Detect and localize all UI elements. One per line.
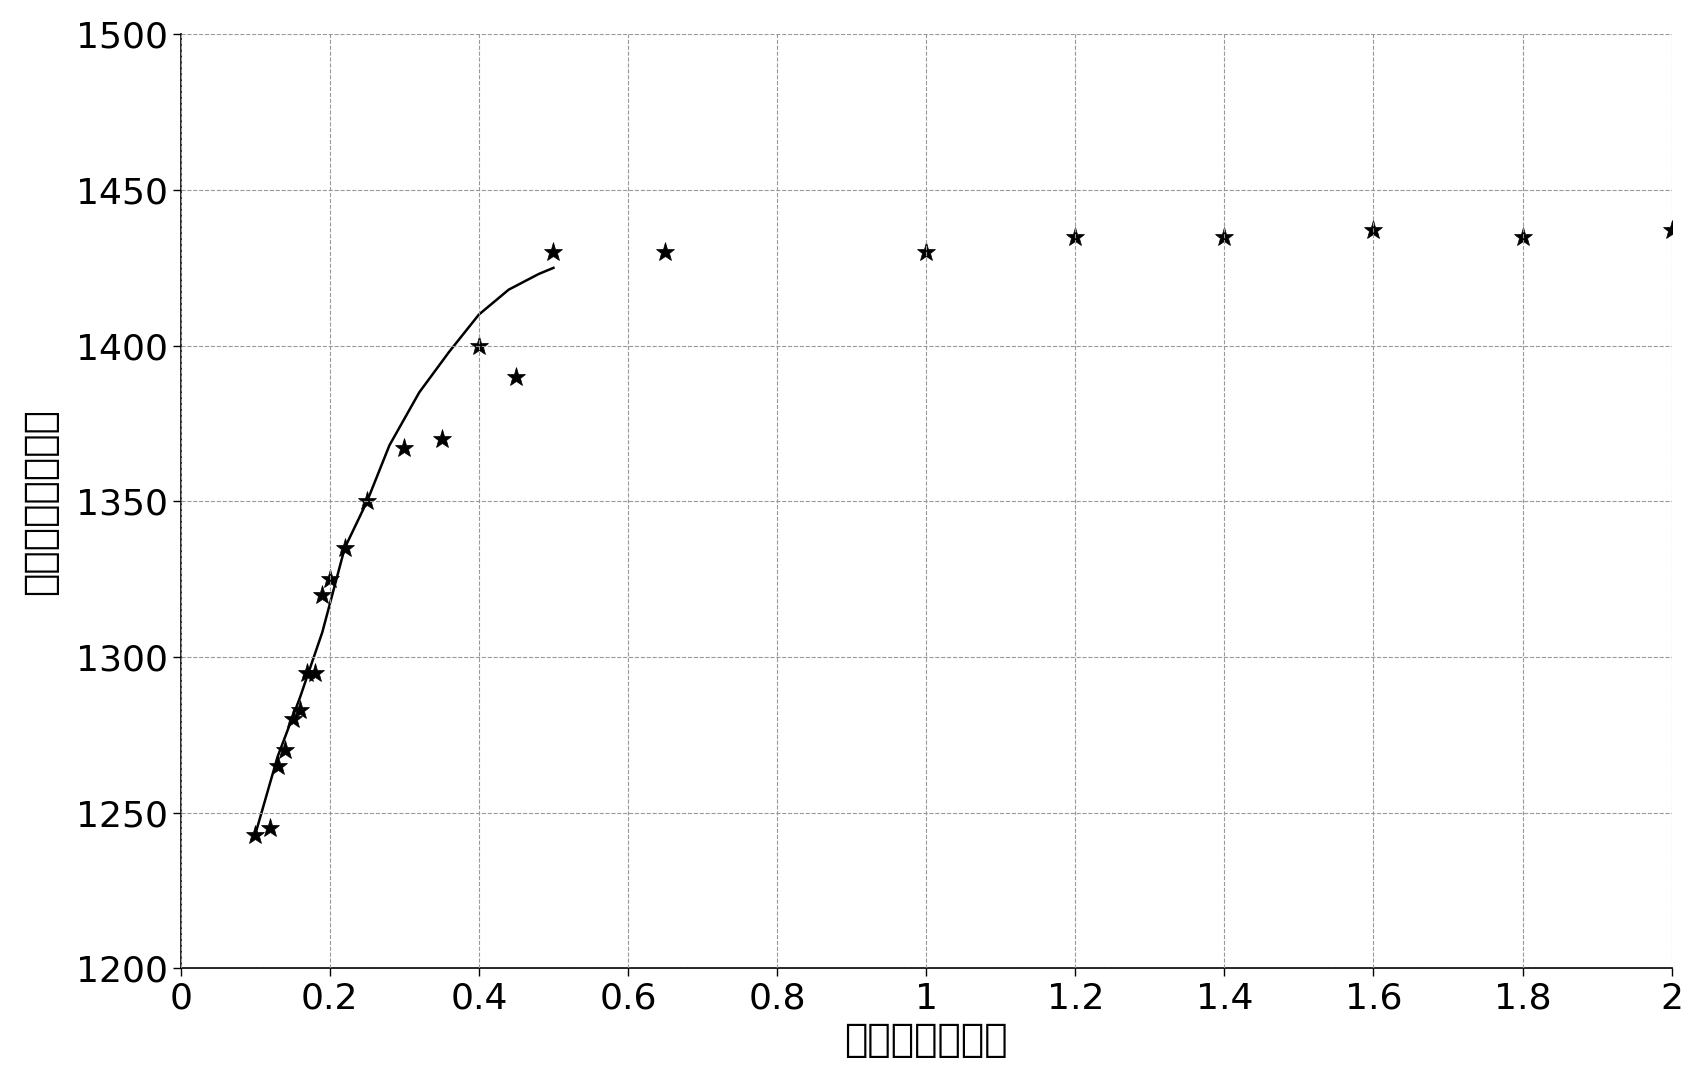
Y-axis label: 伸肌最大分形长度: 伸肌最大分形长度 — [20, 408, 60, 595]
X-axis label: 归一化抓取速度: 归一化抓取速度 — [845, 1022, 1009, 1059]
